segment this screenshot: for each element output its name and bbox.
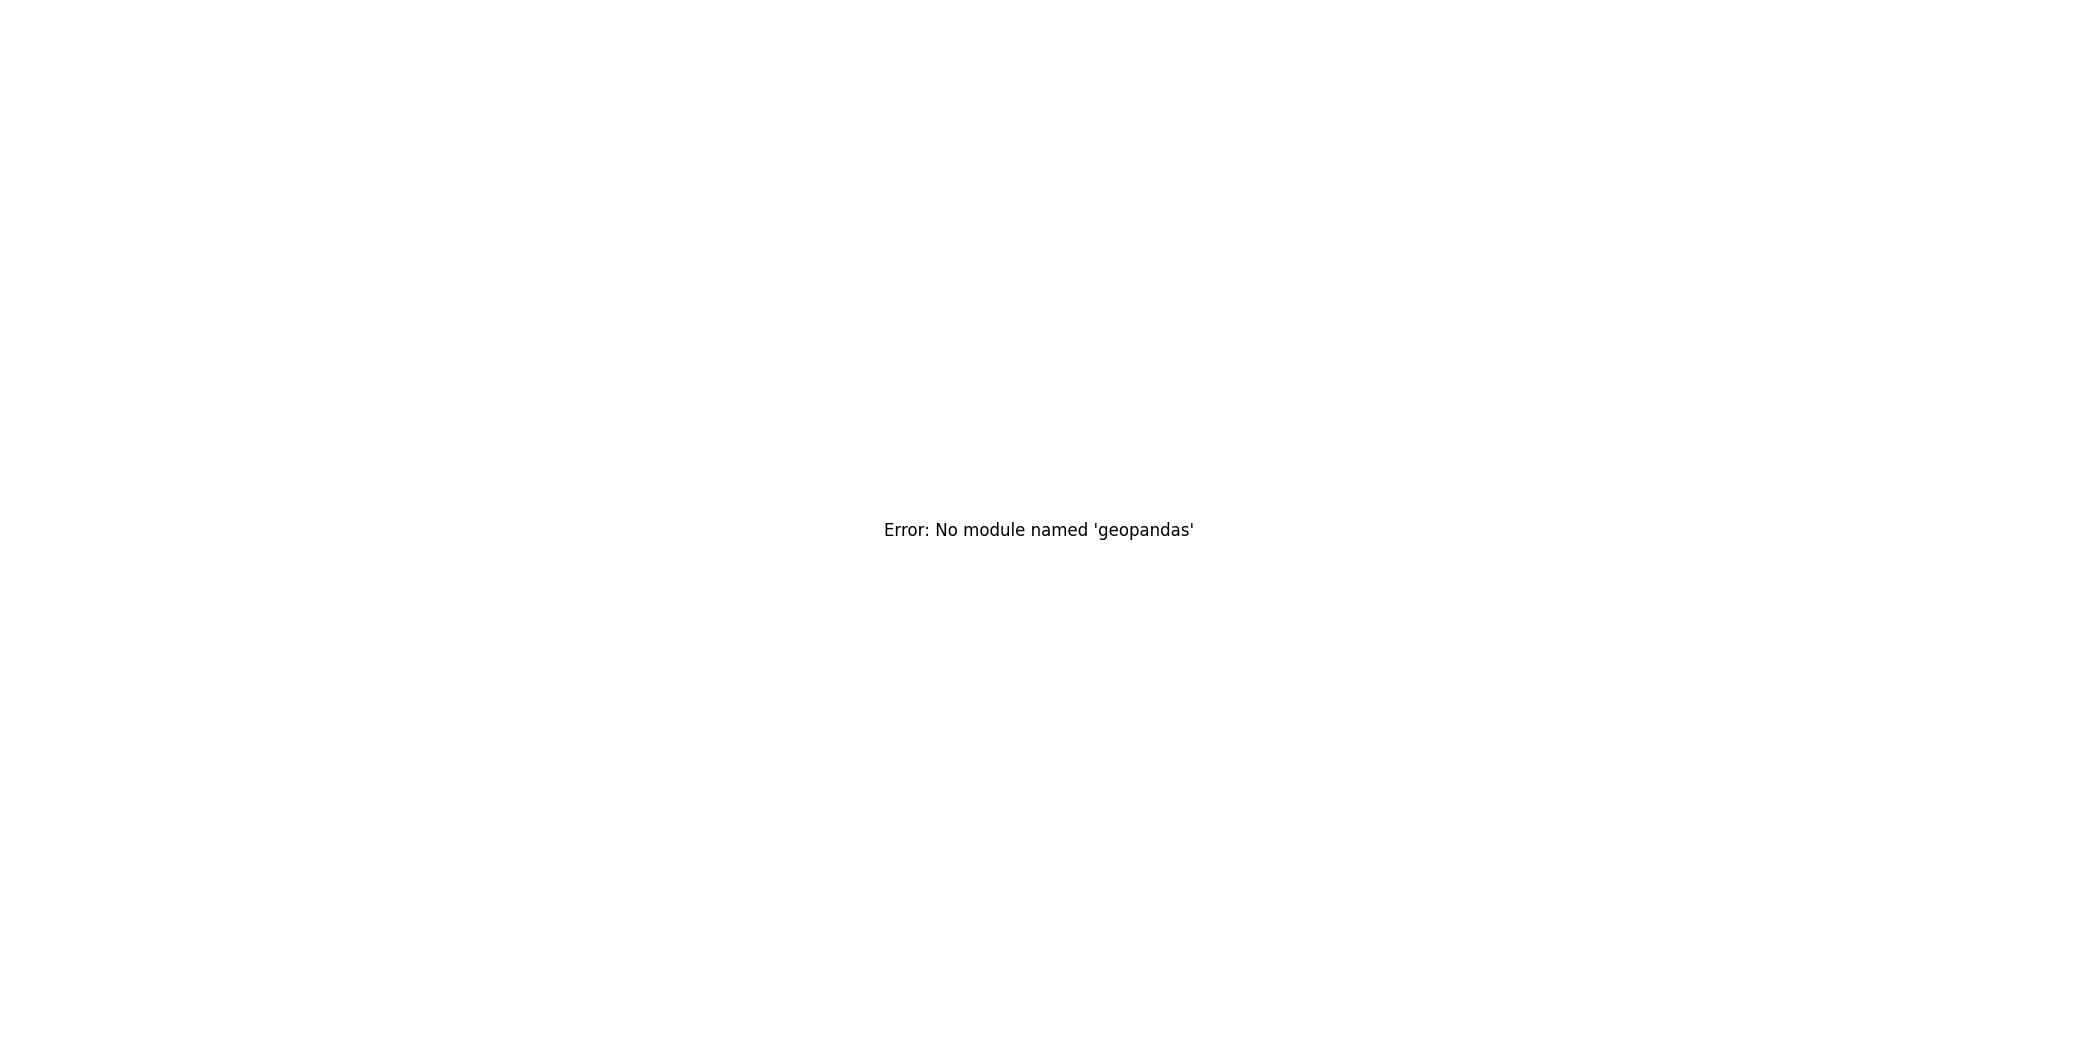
Text: Error: No module named 'geopandas': Error: No module named 'geopandas': [884, 523, 1195, 540]
